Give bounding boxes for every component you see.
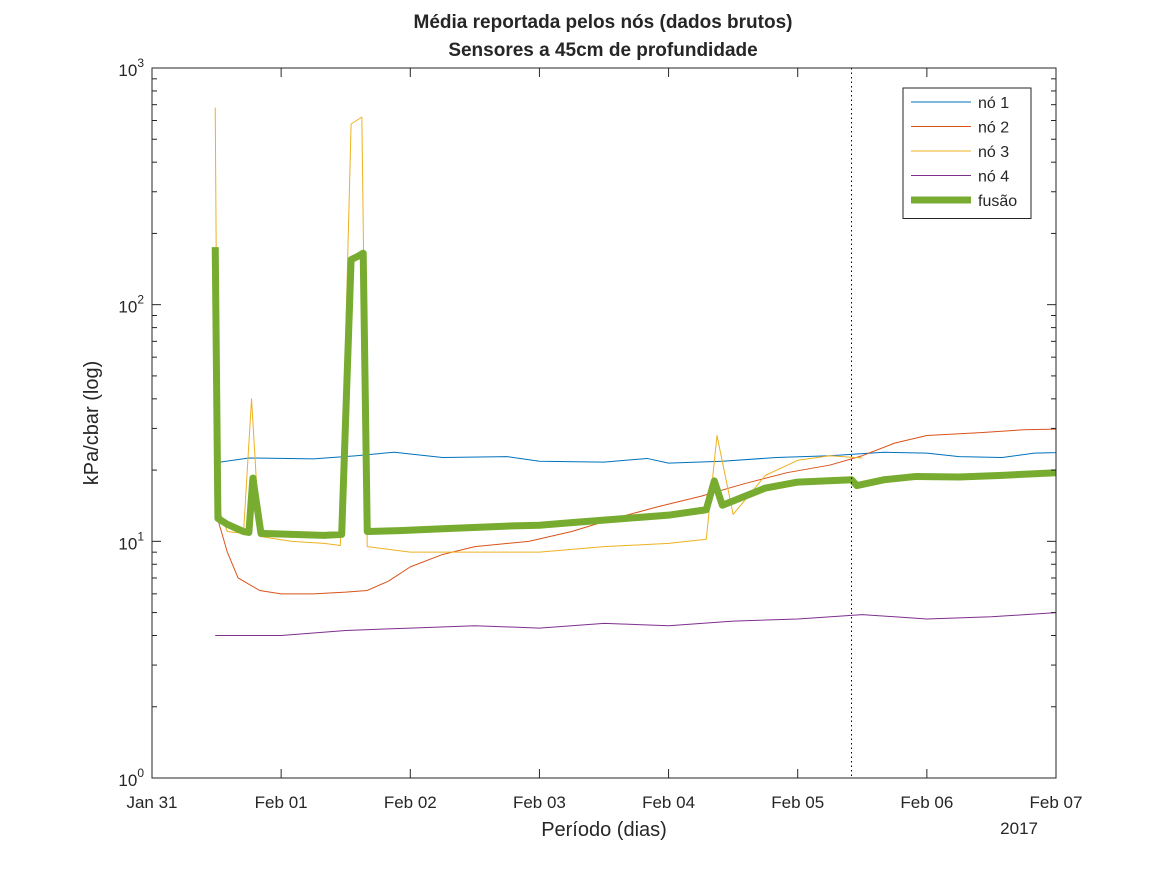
series-line-1	[214, 451, 1056, 464]
y-tick-label: 103	[118, 56, 144, 80]
x-axis-label: Período (dias)	[541, 819, 667, 841]
x-tick-label: Feb 05	[771, 793, 824, 812]
x-tick-label: Feb 07	[1030, 793, 1083, 812]
legend-label-2: nó 2	[978, 120, 1009, 137]
x-tick-label: Feb 06	[900, 793, 953, 812]
y-tick-label: 100	[118, 766, 144, 790]
legend-label-1: nó 1	[978, 95, 1009, 112]
series-line-3	[214, 107, 863, 553]
chart-title: Média reportada pelos nós (dados brutos)	[414, 12, 793, 33]
x-tick-label: Feb 04	[642, 793, 695, 812]
y-tick-label: 102	[118, 293, 144, 317]
x-axis-year-label: 2017	[1000, 819, 1038, 838]
chart-subtitle: Sensores a 45cm de profundidade	[448, 40, 757, 61]
series-line-4	[215, 612, 1056, 637]
x-tick-label: Feb 02	[384, 793, 437, 812]
legend-label-5: fusão	[978, 193, 1017, 210]
y-axis-label: kPa/cbar (log)	[81, 361, 103, 486]
legend-label-4: nó 4	[978, 169, 1009, 186]
series-line-2	[214, 428, 1056, 595]
x-tick-label: Feb 01	[255, 793, 308, 812]
x-tick-label: Jan 31	[126, 793, 177, 812]
plot-area-border	[151, 67, 1057, 779]
series-line-5	[211, 247, 1056, 539]
y-tick-label: 101	[118, 529, 144, 553]
x-tick-label: Feb 03	[513, 793, 566, 812]
legend-label-3: nó 3	[978, 144, 1009, 161]
legend: nó 1 nó 2 nó 3 nó 4 fusão	[902, 87, 1032, 219]
